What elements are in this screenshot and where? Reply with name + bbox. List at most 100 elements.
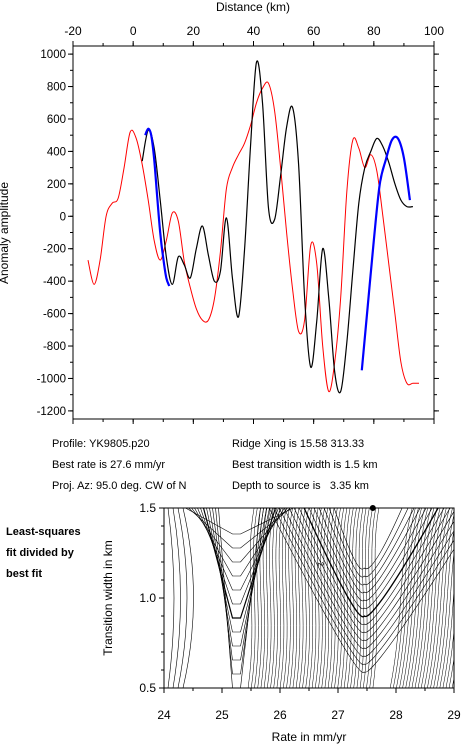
contour-line [260,508,268,688]
contour-line [278,508,454,657]
width-tick-label: 1.0 [139,591,156,605]
contour-line [215,508,264,675]
contour-line [333,508,403,570]
contour-line [276,508,284,688]
proj-az-label: Proj. Az: 95.0 deg. CW of N [52,480,187,492]
contour-line [430,508,453,688]
contour-line [324,508,332,688]
contour-line [318,508,421,594]
contour-line [172,508,181,688]
contour-line [289,508,296,688]
rate-tick-label: 29 [447,708,461,722]
contour-line [458,508,467,688]
contour-line [191,508,288,563]
contour-line [328,508,409,578]
top-x-tick-label: 60 [307,24,321,38]
top-x-tick-label: 0 [130,24,137,38]
contour-line [313,508,427,602]
y-tick-label: 1000 [40,49,66,61]
best-transition-label: Best transition width is 1.5 km [232,459,378,471]
rate-tick-label: 24 [157,708,171,722]
contour-line [292,508,300,688]
distance-axis-title: Distance (km) [216,0,290,14]
top-plot-ticks [68,41,439,424]
contour-line [263,508,271,688]
contour-line [455,508,467,688]
contour-line [417,508,441,688]
contour-line [420,508,444,688]
contour-line [315,508,322,688]
contour-label: 2 [316,561,326,567]
top-x-tick-labels: -20 0 20 40 60 80 100 [64,24,444,38]
y-tick-label: -600 [43,309,66,321]
contour-line [321,508,328,688]
contour-line [408,508,432,688]
left-y-tick-labels: 1000 800 600 400 200 0 -200 -400 -600 -800 -1000 -1… [37,49,66,418]
contour-plot-ticks [159,507,455,693]
best-rate-label: Best rate is 27.6 mm/yr [52,459,165,471]
y-tick-label: 600 [47,114,66,126]
rate-tick-label: 26 [273,708,287,722]
contour-line [283,508,290,688]
top-x-tick-label: 100 [424,24,444,38]
contour-line [411,508,435,688]
top-x-tick-label: -20 [64,24,82,38]
side-note-line3: best fit [6,568,42,580]
contour-line [286,508,293,688]
contour-line [393,508,416,688]
contour-line [334,508,341,688]
contour-plot: 2 24 25 26 27 28 29 0.5 1.0 1.5 Rate in mm/yr T… [101,501,467,744]
contour-line [424,508,447,688]
y-tick-label: 200 [47,179,66,191]
rate-tick-label: 27 [331,708,345,722]
y-tick-label: 800 [47,82,66,94]
contour-line [305,508,312,688]
contour-line [202,508,277,619]
contour-line [347,508,354,688]
contour-line [343,508,351,688]
contour-line [273,508,454,665]
contour-line [270,508,277,688]
fitted-segment-line [360,135,411,371]
contour-line [279,508,287,688]
contour-line [405,508,428,688]
anomaly-axis-title: Anomaly amplitude [0,182,11,284]
width-tick-label: 0.5 [139,681,156,695]
contour-line [436,528,454,688]
y-tick-label: 400 [47,146,66,158]
y-tick-label: -800 [43,341,66,353]
contour-line [350,508,357,688]
width-tick-label: 1.5 [139,501,156,515]
y-tick-label: -400 [43,276,66,288]
observed-anomaly-line [141,60,413,394]
contour-line [337,508,344,688]
contour-line [299,508,306,688]
contour-line [439,550,454,688]
contour-line [254,508,261,688]
ridge-xing-label: Ridge Xing is 15.58 313.33 [232,438,364,450]
top-x-tick-label: 20 [187,24,201,38]
anomaly-series [87,60,419,394]
contour-line [273,508,280,688]
fitted-segment-line [144,127,171,287]
top-x-tick-label: 40 [247,24,261,38]
contour-line [359,508,367,688]
side-note-line1: Least-squares [6,526,81,538]
contour-line [177,508,188,688]
contour-line [268,508,454,673]
width-tick-labels: 0.5 1.0 1.5 [139,501,156,695]
contour-line [366,508,373,688]
profile-label: Profile: YK9805.p20 [52,438,150,450]
contour-line [197,508,282,591]
contour-line [206,508,273,633]
contour-line [402,508,425,688]
contour-line [311,508,319,688]
contour-line [372,508,380,688]
side-note: Least-squares fit divided by best fit [6,526,81,580]
contour-line [414,508,438,688]
contour-line [182,508,194,688]
contour-line [251,508,258,688]
contour-line [308,508,433,610]
contour-line [188,508,291,549]
